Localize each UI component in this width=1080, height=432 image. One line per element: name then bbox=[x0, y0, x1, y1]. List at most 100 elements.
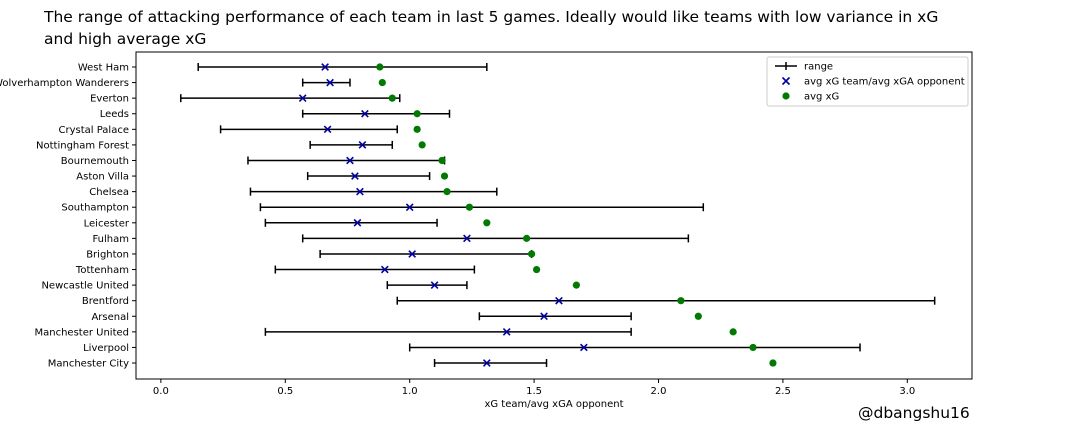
ratio-marker bbox=[463, 234, 471, 243]
y-tick-label: Arsenal bbox=[91, 312, 129, 323]
y-tick-label: Nottingham Forest bbox=[36, 140, 129, 151]
ratio-marker bbox=[321, 63, 329, 71]
team-range bbox=[433, 359, 548, 368]
team-range bbox=[274, 265, 476, 274]
x-tick-label: 2.0 bbox=[651, 386, 667, 397]
team-range bbox=[197, 63, 488, 71]
legend-label-ratio: avg xG team/avg xGA opponent bbox=[804, 77, 965, 88]
ratio-marker bbox=[298, 94, 307, 103]
ratio-marker bbox=[555, 296, 563, 305]
x-axis: 0.0 0.5 1.0 1.5 2.0 2.5 3.0 bbox=[153, 379, 915, 397]
avg-xg-marker bbox=[378, 78, 386, 87]
ratio-markers bbox=[298, 63, 588, 367]
legend-label-avg: avg xG bbox=[804, 92, 839, 103]
x-tick-label: 1.5 bbox=[526, 386, 542, 397]
avg-xg-marker bbox=[677, 297, 685, 305]
ratio-marker bbox=[430, 281, 439, 289]
avg-xg-marker bbox=[413, 125, 421, 133]
legend: range avg xG team/avg xGA opponent avg x… bbox=[766, 56, 969, 107]
team-range bbox=[264, 327, 632, 336]
y-tick-label: West Ham bbox=[78, 63, 129, 74]
ratio-marker bbox=[502, 327, 511, 336]
y-tick-label: Leicester bbox=[84, 218, 130, 229]
ratio-marker bbox=[408, 250, 417, 258]
y-tick-label: Liverpool bbox=[83, 343, 129, 354]
team-range bbox=[306, 172, 431, 181]
ratio-marker bbox=[323, 125, 332, 134]
ratio-marker bbox=[579, 343, 588, 352]
x-tick-label: 0.0 bbox=[153, 386, 169, 397]
team-range bbox=[259, 203, 705, 212]
legend-box bbox=[766, 56, 969, 107]
y-tick-label: Manchester City bbox=[48, 359, 129, 370]
avg-xg-marker bbox=[769, 359, 777, 367]
y-tick-label: Chelsea bbox=[89, 187, 129, 198]
y-tick-label: Tottenham bbox=[75, 265, 129, 276]
y-tick-label: Crystal Palace bbox=[59, 125, 130, 136]
ratio-marker bbox=[356, 187, 364, 196]
avg-xg-marker bbox=[443, 188, 451, 196]
ratio-marker bbox=[353, 218, 362, 227]
legend-item-avg: avg xG bbox=[782, 92, 839, 103]
y-axis: West Ham Wolverhampton Wanderers Everton Le… bbox=[0, 63, 136, 370]
y-tick-label: Wolverhampton Wanderers bbox=[0, 78, 129, 89]
ratio-marker bbox=[361, 109, 369, 118]
team-range bbox=[180, 94, 401, 103]
team-range bbox=[249, 187, 498, 196]
team-range bbox=[264, 218, 438, 227]
team-range bbox=[301, 234, 690, 243]
team-range bbox=[219, 125, 398, 134]
range-lines bbox=[180, 63, 936, 368]
avg-xg-marker bbox=[438, 156, 446, 165]
avg-xg-marker bbox=[528, 250, 536, 258]
avg-xg-marker bbox=[572, 281, 580, 289]
avg-xg-marker bbox=[694, 312, 702, 320]
y-tick-label: Manchester United bbox=[34, 327, 129, 338]
ratio-marker bbox=[358, 141, 367, 149]
team-range bbox=[309, 140, 394, 149]
y-tick-label: Aston Villa bbox=[76, 172, 129, 183]
avg-xg-marker bbox=[729, 328, 737, 336]
ratio-marker bbox=[346, 156, 354, 165]
team-range bbox=[386, 281, 468, 290]
y-tick-label: Leeds bbox=[100, 109, 129, 120]
chart-title: The range of attacking performance of ea… bbox=[44, 8, 939, 48]
avg-xg-markers bbox=[376, 63, 777, 367]
y-tick-label: Brentford bbox=[82, 296, 129, 307]
y-tick-label: Bournemouth bbox=[61, 156, 129, 167]
x-axis-label: xG team/avg xGA opponent bbox=[484, 399, 623, 410]
ratio-marker bbox=[540, 312, 548, 321]
avg-xg-marker bbox=[388, 94, 396, 102]
legend-avg-marker bbox=[782, 92, 790, 100]
x-tick-label: 0.5 bbox=[277, 386, 293, 397]
legend-item-ratio: avg xG team/avg xGA opponent bbox=[781, 76, 965, 88]
avg-xg-marker bbox=[418, 141, 426, 149]
avg-xg-marker bbox=[376, 63, 384, 71]
avg-xg-marker bbox=[440, 172, 449, 180]
avg-xg-marker bbox=[523, 234, 531, 242]
team-range bbox=[408, 343, 861, 352]
team-range bbox=[396, 296, 936, 305]
legend-ratio-marker bbox=[781, 76, 791, 86]
team-range bbox=[301, 109, 451, 118]
x-tick-label: 3.0 bbox=[899, 386, 915, 397]
x-tick-label: 1.0 bbox=[402, 386, 418, 397]
y-tick-label: Everton bbox=[90, 94, 129, 105]
y-tick-label: Southampton bbox=[61, 203, 129, 214]
avg-xg-marker bbox=[483, 219, 491, 227]
ratio-marker bbox=[405, 203, 414, 212]
ratio-marker bbox=[380, 265, 389, 274]
y-tick-label: Newcastle United bbox=[41, 281, 129, 292]
watermark: @dbangshu16 bbox=[858, 404, 970, 422]
avg-xg-marker bbox=[413, 110, 421, 118]
legend-label-range: range bbox=[804, 62, 833, 73]
ratio-marker bbox=[482, 359, 491, 367]
x-tick-label: 2.5 bbox=[775, 386, 791, 397]
ratio-marker bbox=[351, 172, 359, 180]
avg-xg-marker bbox=[749, 343, 757, 352]
avg-xg-marker bbox=[465, 203, 474, 211]
y-tick-label: Brighton bbox=[86, 249, 129, 260]
team-range bbox=[301, 78, 351, 87]
legend-item-range: range bbox=[775, 62, 833, 73]
